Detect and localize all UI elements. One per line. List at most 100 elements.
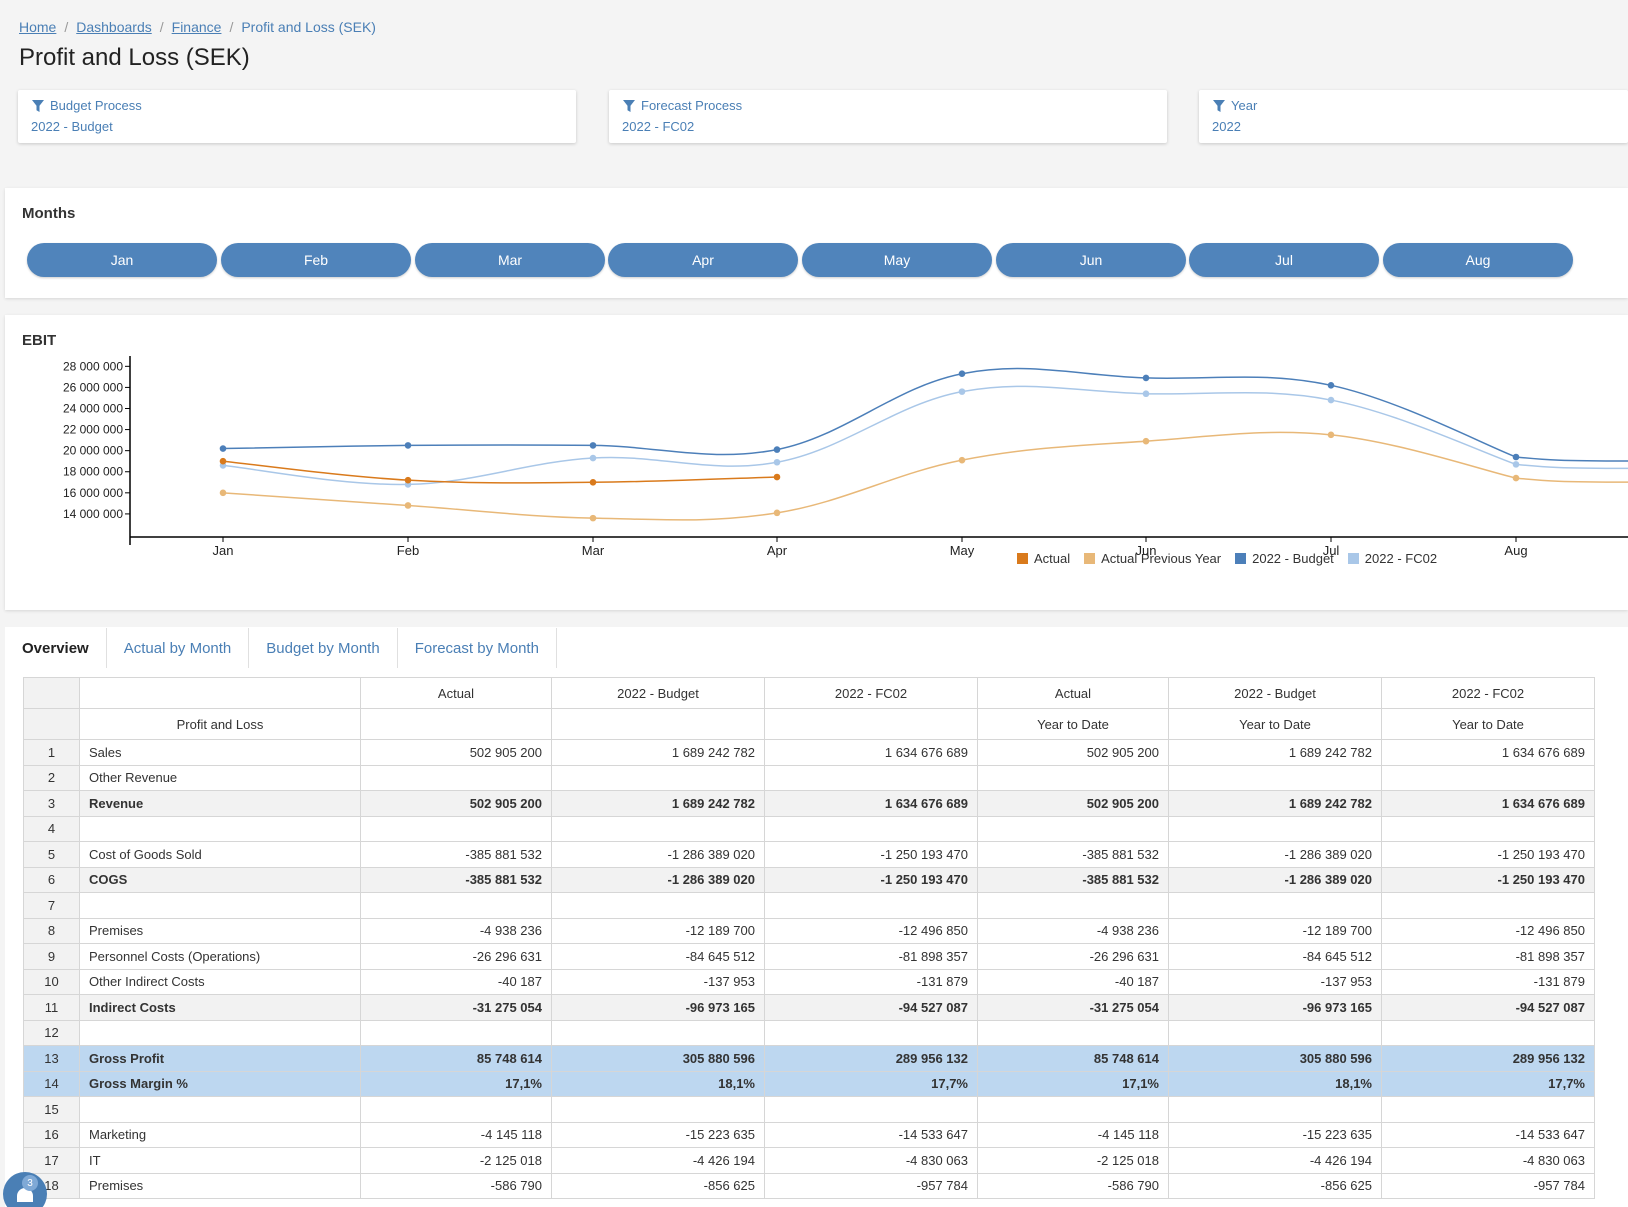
row-number: 11 — [23, 994, 80, 1021]
filter-forecast-process[interactable]: Forecast Process 2022 - FC02 — [609, 90, 1167, 143]
table-row[interactable]: 11 Indirect Costs -31 275 054 -96 973 165 -9… — [23, 994, 1595, 1021]
data-point — [1327, 382, 1335, 389]
value-cell: 18,1% — [551, 1070, 765, 1097]
tab-forecast-by-month[interactable]: Forecast by Month — [397, 628, 557, 668]
value-cell: -84 645 512 — [1168, 943, 1382, 970]
breadcrumb-dashboards-link[interactable]: Dashboards — [76, 19, 152, 35]
legend-swatch — [1084, 553, 1096, 564]
value-cell: -1 250 193 470 — [764, 866, 978, 893]
row-number: 16 — [23, 1121, 80, 1148]
value-cell — [977, 892, 1169, 919]
row-label: Premises — [79, 1172, 361, 1199]
value-cell: -137 953 — [1168, 968, 1382, 995]
table-row[interactable]: 13 Gross Profit 85 748 614 305 880 596 289 9… — [23, 1045, 1595, 1072]
column-header — [23, 677, 80, 709]
table-row[interactable]: 9 Personnel Costs (Operations) -26 296 631… — [23, 943, 1595, 970]
filter-icon — [1213, 99, 1225, 112]
filter-budget-process[interactable]: Budget Process 2022 - Budget — [18, 90, 576, 143]
data-point — [1142, 390, 1150, 398]
y-tick-label: 18 000 000 — [63, 465, 123, 479]
month-button-apr[interactable]: Apr — [608, 243, 798, 277]
month-button-jun[interactable]: Jun — [996, 243, 1186, 277]
value-cell: -15 223 635 — [551, 1121, 765, 1148]
value-cell: -26 296 631 — [360, 943, 552, 970]
table-row[interactable]: 18 Premises -586 790 -856 625 -957 784 -586 7… — [23, 1172, 1595, 1199]
value-cell: 1 634 676 689 — [764, 739, 978, 766]
breadcrumb-home-link[interactable]: Home — [19, 19, 57, 35]
filter-year[interactable]: Year 2022 — [1199, 90, 1628, 143]
value-cell — [1381, 764, 1595, 791]
column-header — [23, 708, 80, 740]
value-cell: -4 145 118 — [977, 1121, 1169, 1148]
legend-item-actual-previous-year[interactable]: Actual Previous Year — [1084, 551, 1221, 566]
x-tick-label: Jun — [1136, 543, 1157, 558]
table-row[interactable]: 17 IT -2 125 018 -4 426 194 -4 830 063 -2 125… — [23, 1147, 1595, 1174]
value-cell: -14 533 647 — [1381, 1121, 1595, 1148]
value-cell: -1 250 193 470 — [1381, 841, 1595, 868]
value-cell: -2 125 018 — [360, 1147, 552, 1174]
legend-item-actual[interactable]: Actual — [1017, 551, 1070, 566]
table-row[interactable]: 8 Premises -4 938 236 -12 189 700 -12 496 85… — [23, 917, 1595, 944]
column-header: Year to Date — [1381, 708, 1595, 740]
value-cell: -131 879 — [1381, 968, 1595, 995]
filter-value: 2022 - Budget — [31, 119, 113, 134]
value-cell: 305 880 596 — [1168, 1045, 1382, 1072]
value-cell: -385 881 532 — [977, 866, 1169, 893]
value-cell: 502 905 200 — [360, 790, 552, 817]
value-cell: 1 689 242 782 — [1168, 739, 1382, 766]
table-row[interactable]: 5 Cost of Goods Sold -385 881 532 -1 286 38… — [23, 841, 1595, 868]
table-row[interactable]: 7 — [23, 892, 1595, 919]
row-number: 9 — [23, 943, 80, 970]
table-row[interactable]: 12 — [23, 1019, 1595, 1046]
legend-item-fc02[interactable]: 2022 - FC02 — [1347, 551, 1437, 566]
series-line-2022-fc02 — [222, 385, 1628, 486]
legend-swatch — [1235, 553, 1247, 564]
x-tick-label: Apr — [767, 543, 788, 558]
month-button-mar[interactable]: Mar — [415, 243, 605, 277]
table-row[interactable]: 3 Revenue 502 905 200 1 689 242 782 1 634 67… — [23, 790, 1595, 817]
tab-budget-by-month[interactable]: Budget by Month — [249, 628, 398, 668]
row-number: 17 — [23, 1147, 80, 1174]
table-row[interactable]: 6 COGS -385 881 532 -1 286 389 020 -1 250 19… — [23, 866, 1595, 893]
column-header — [551, 708, 765, 740]
data-point — [219, 445, 227, 452]
tab-actual-by-month[interactable]: Actual by Month — [106, 628, 250, 668]
row-label — [79, 1096, 361, 1123]
table-row[interactable]: 14 Gross Margin % 17,1% 18,1% 17,7% 17,1% 18,1… — [23, 1070, 1595, 1097]
legend-label: 2022 - Budget — [1252, 551, 1334, 566]
tab-overview[interactable]: Overview — [5, 628, 107, 668]
filter-icon — [623, 99, 635, 112]
table-row[interactable]: 1 Sales 502 905 200 1 689 242 782 1 634 676 … — [23, 739, 1595, 766]
month-button-jan[interactable]: Jan — [27, 243, 217, 277]
table-row[interactable]: 4 — [23, 815, 1595, 842]
column-header: Actual — [977, 677, 1169, 709]
month-button-feb[interactable]: Feb — [221, 243, 411, 277]
breadcrumb-current: Profit and Loss (SEK) — [241, 19, 376, 35]
value-cell: 502 905 200 — [977, 790, 1169, 817]
legend-item-budget[interactable]: 2022 - Budget — [1235, 551, 1334, 566]
month-button-jul[interactable]: Jul — [1189, 243, 1379, 277]
series-line-2022-budget — [222, 367, 1628, 462]
legend-label: Actual Previous Year — [1101, 551, 1222, 566]
data-point — [1512, 474, 1520, 482]
month-button-may[interactable]: May — [802, 243, 992, 277]
row-number: 5 — [23, 841, 80, 868]
row-label: Cost of Goods Sold — [79, 841, 361, 868]
value-cell: 17,7% — [1381, 1070, 1595, 1097]
table-row[interactable]: 2 Other Revenue — [23, 764, 1595, 791]
breadcrumb-finance-link[interactable]: Finance — [171, 19, 222, 35]
value-cell — [1381, 1019, 1595, 1046]
table-row[interactable]: 10 Other Indirect Costs -40 187 -137 953 -13… — [23, 968, 1595, 995]
value-cell: -94 527 087 — [764, 994, 978, 1021]
value-cell: -4 830 063 — [764, 1147, 978, 1174]
value-cell — [360, 892, 552, 919]
table-row[interactable]: 15 — [23, 1096, 1595, 1123]
month-button-aug[interactable]: Aug — [1383, 243, 1573, 277]
column-header: 2022 - FC02 — [764, 677, 978, 709]
value-cell: -81 898 357 — [764, 943, 978, 970]
value-cell: 289 956 132 — [764, 1045, 978, 1072]
legend-swatch — [1017, 553, 1028, 564]
table-row[interactable]: 16 Marketing -4 145 118 -15 223 635 -14 533 … — [23, 1121, 1595, 1148]
row-number: 8 — [23, 917, 80, 944]
value-cell: -12 496 850 — [764, 917, 978, 944]
